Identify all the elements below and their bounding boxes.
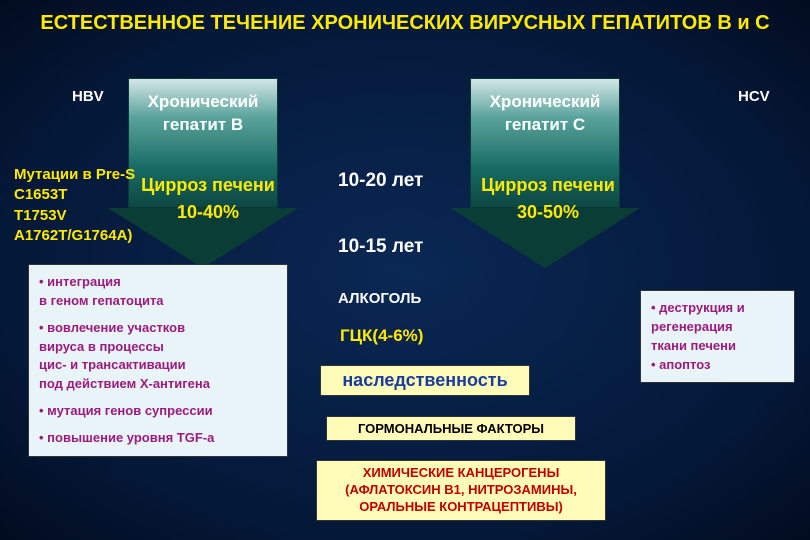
heredity-box: наследственность: [320, 365, 530, 396]
cirrhosis-left-line2: 10-40%: [138, 199, 278, 226]
right-arrow-line1: Хронический: [490, 91, 601, 114]
cirrhosis-left: Цирроз печени 10-40%: [138, 172, 278, 226]
right-arrow-line2: гепатит С: [505, 114, 585, 137]
slide-title: ЕСТЕСТВЕННОЕ ТЕЧЕНИЕ ХРОНИЧЕСКИХ ВИРУСНЫ…: [0, 0, 810, 42]
lb5: цис- и трансактивации: [39, 356, 277, 375]
right-info-box: • деструкция и регенерация ткани печени …: [640, 290, 795, 383]
mutations-l1: Мутации в Pre-S: [14, 165, 135, 185]
lb2: в геном гепатоцита: [39, 292, 277, 311]
mutations-l2: C1653T: [14, 185, 135, 205]
rb1: • деструкция и: [651, 299, 784, 318]
chemical-box: ХИМИЧЕСКИЕ КАНЦЕРОГЕНЫ (АФЛАТОКСИН В1, Н…: [316, 460, 606, 521]
rb4: • апоптоз: [651, 356, 784, 375]
chem-l1: ХИМИЧЕСКИЕ КАНЦЕРОГЕНЫ: [327, 465, 595, 482]
alcohol-label: АЛКОГОЛЬ: [338, 290, 421, 307]
mutations-l3: T1753V: [14, 206, 135, 226]
rb3: ткани печени: [651, 337, 784, 356]
lb1: • интеграция: [39, 273, 277, 292]
lb8: • повышение уровня TGF-a: [39, 429, 277, 448]
cirrhosis-right: Цирроз печени 30-50%: [478, 172, 618, 226]
left-info-box: • интеграция в геном гепатоцита • вовлеч…: [28, 264, 288, 457]
lb4: вируса в процессы: [39, 338, 277, 357]
mutations-block: Мутации в Pre-S C1653T T1753V A1762T/G17…: [14, 165, 135, 246]
years2: 10-15 лет: [338, 236, 423, 258]
lb6: под действием Х-антигена: [39, 375, 277, 394]
left-arrow-line1: Хронический: [148, 91, 259, 114]
lb7: • мутация генов супрессии: [39, 402, 277, 421]
cirrhosis-right-line2: 30-50%: [478, 199, 618, 226]
rb2: регенерация: [651, 318, 784, 337]
cirrhosis-left-line1: Цирроз печени: [138, 172, 278, 199]
left-arrow-line2: гепатит В: [163, 114, 243, 137]
mutations-l4: A1762T/G1764A): [14, 226, 135, 246]
gck-label: ГЦК(4-6%): [340, 326, 423, 346]
years1: 10-20 лет: [338, 170, 423, 192]
hormonal-box: ГОРМОНАЛЬНЫЕ ФАКТОРЫ: [326, 416, 576, 441]
cirrhosis-right-line1: Цирроз печени: [478, 172, 618, 199]
lb3: • вовлечение участков: [39, 319, 277, 338]
chem-l3: ОРАЛЬНЫЕ КОНТРАЦЕПТИВЫ): [327, 499, 595, 516]
chem-l2: (АФЛАТОКСИН В1, НИТРОЗАМИНЫ,: [327, 482, 595, 499]
hcv-label: HCV: [738, 88, 770, 105]
hbv-label: HBV: [72, 88, 104, 105]
